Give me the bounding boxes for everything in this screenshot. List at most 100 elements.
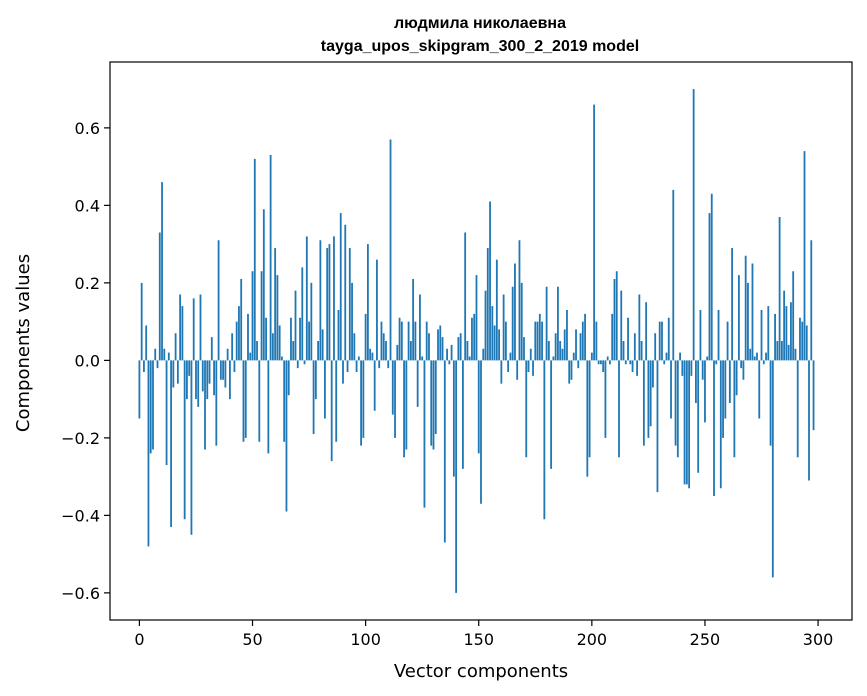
bar	[238, 306, 240, 361]
bar	[412, 279, 415, 361]
bar	[335, 360, 338, 442]
bar	[624, 360, 627, 365]
bar	[572, 352, 575, 361]
bar	[588, 360, 591, 458]
bar	[466, 341, 469, 361]
bar	[785, 306, 788, 361]
bar	[249, 352, 252, 361]
bar	[233, 360, 236, 373]
bar	[192, 298, 195, 361]
bar	[622, 341, 625, 361]
bar	[577, 360, 580, 369]
y-tick-label: −0.4	[61, 506, 100, 525]
bar	[337, 310, 340, 361]
bar	[326, 248, 329, 361]
x-tick-label: 300	[803, 630, 834, 649]
bar	[301, 267, 304, 361]
bar	[532, 360, 534, 376]
bar	[432, 360, 435, 450]
bar	[430, 360, 433, 446]
bar	[222, 360, 225, 380]
bar	[165, 360, 168, 466]
bar	[251, 271, 254, 361]
bar	[799, 317, 801, 361]
bar	[645, 302, 648, 361]
bar	[231, 333, 234, 361]
bar	[631, 360, 634, 373]
bar	[154, 348, 157, 361]
bar	[498, 329, 500, 361]
bar	[674, 360, 677, 446]
bar	[733, 360, 736, 458]
bar	[351, 282, 353, 361]
bar	[364, 313, 367, 361]
bar	[317, 341, 320, 361]
y-tick-label: 0.4	[75, 196, 100, 215]
bar	[376, 259, 378, 361]
bar	[500, 360, 503, 384]
bar	[708, 213, 711, 361]
bar	[389, 139, 392, 361]
bar	[269, 155, 272, 361]
bar	[208, 360, 211, 384]
bar	[599, 360, 602, 365]
bar	[373, 360, 376, 411]
bar	[507, 360, 510, 373]
bar	[575, 329, 577, 361]
chart-title: людмила николаевна	[394, 15, 566, 32]
bar	[423, 360, 426, 508]
bar	[258, 360, 261, 442]
bar	[339, 213, 342, 361]
bar	[215, 360, 218, 446]
bar	[468, 356, 471, 361]
bar	[355, 360, 358, 373]
y-axis-label: Components values	[13, 254, 34, 432]
bar	[324, 360, 326, 419]
bar	[294, 290, 297, 361]
bar	[455, 360, 458, 593]
bar	[640, 341, 643, 361]
bar	[568, 360, 571, 384]
bar	[695, 360, 697, 404]
bar	[771, 360, 774, 578]
bar	[281, 356, 283, 361]
bar	[262, 209, 265, 361]
bar	[296, 360, 299, 369]
bar	[260, 271, 263, 361]
bar	[138, 360, 141, 419]
bar	[256, 341, 258, 361]
bar	[557, 286, 559, 361]
bar	[722, 360, 724, 438]
bar	[378, 360, 381, 369]
bar	[425, 321, 428, 361]
bar	[780, 341, 783, 361]
bar	[523, 337, 525, 361]
bar	[199, 294, 202, 361]
bar	[328, 244, 331, 361]
bar	[267, 360, 270, 454]
bar	[685, 360, 688, 485]
bar	[783, 290, 786, 361]
bar	[812, 360, 815, 431]
bar	[265, 317, 267, 361]
bar	[204, 360, 206, 450]
bar	[765, 352, 767, 361]
bar	[611, 313, 614, 361]
bar	[391, 360, 394, 415]
bar	[450, 344, 453, 361]
bar	[303, 360, 306, 365]
bar	[409, 341, 412, 361]
bar	[593, 104, 596, 361]
bar	[692, 89, 695, 361]
bar	[762, 360, 765, 365]
bar	[642, 360, 645, 446]
bar	[475, 275, 478, 361]
bar	[170, 360, 172, 528]
bar	[778, 217, 781, 361]
bar	[672, 189, 675, 361]
bar	[167, 352, 170, 361]
bar	[604, 360, 607, 438]
bar	[489, 201, 491, 361]
x-tick-label: 150	[463, 630, 494, 649]
bar	[681, 360, 684, 376]
